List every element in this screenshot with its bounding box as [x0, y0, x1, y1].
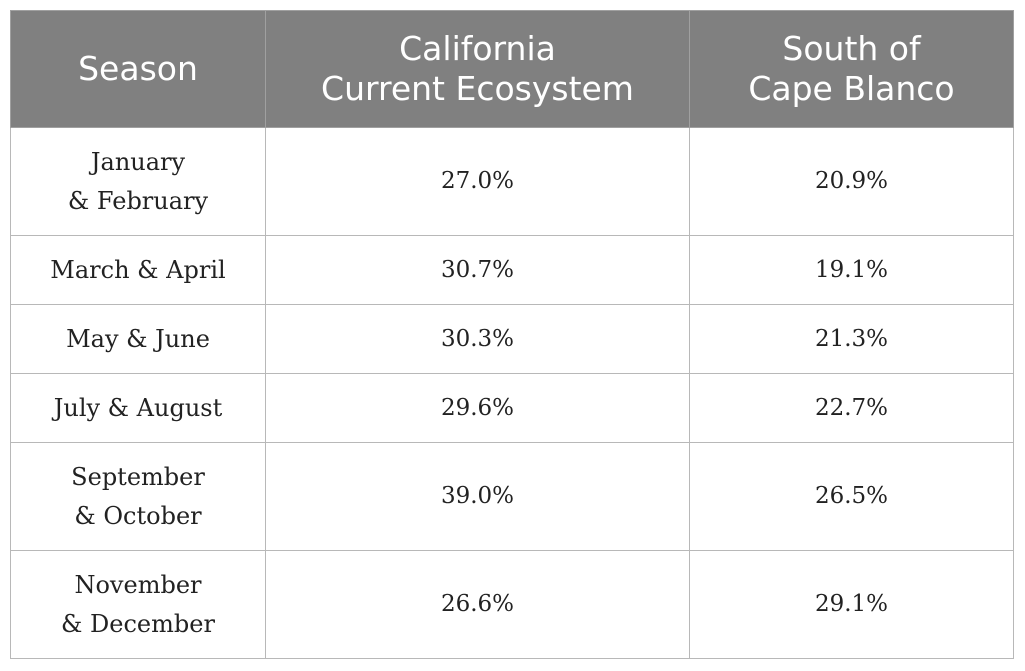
- table-row: November & December 26.6% 29.1%: [10, 550, 1014, 659]
- scb-value-cell: 20.9%: [689, 127, 1014, 236]
- season-cell: January & February: [10, 127, 266, 236]
- table-row: July & August 29.6% 22.7%: [10, 373, 1014, 443]
- season-cell: March & April: [10, 235, 266, 305]
- cce-value-cell: 26.6%: [265, 550, 690, 659]
- scb-value-cell: 29.1%: [689, 550, 1014, 659]
- table-row: May & June 30.3% 21.3%: [10, 304, 1014, 374]
- scb-value-cell: 26.5%: [689, 442, 1014, 551]
- header-row: Season California Current Ecosystem Sout…: [10, 10, 1014, 128]
- cce-value-cell: 29.6%: [265, 373, 690, 443]
- season-table: Season California Current Ecosystem Sout…: [10, 10, 1014, 659]
- season-cell: July & August: [10, 373, 266, 443]
- cce-value-cell: 30.3%: [265, 304, 690, 374]
- table-row: September & October 39.0% 26.5%: [10, 442, 1014, 551]
- header-california-current-ecosystem: California Current Ecosystem: [265, 10, 690, 128]
- season-cell: May & June: [10, 304, 266, 374]
- season-table-container: Season California Current Ecosystem Sout…: [10, 10, 1014, 659]
- cce-value-cell: 30.7%: [265, 235, 690, 305]
- header-season: Season: [10, 10, 266, 128]
- scb-value-cell: 22.7%: [689, 373, 1014, 443]
- season-cell: November & December: [10, 550, 266, 659]
- table-row: January & February 27.0% 20.9%: [10, 127, 1014, 236]
- table-row: March & April 30.7% 19.1%: [10, 235, 1014, 305]
- cce-value-cell: 39.0%: [265, 442, 690, 551]
- header-south-of-cape-blanco: South of Cape Blanco: [689, 10, 1014, 128]
- scb-value-cell: 21.3%: [689, 304, 1014, 374]
- season-cell: September & October: [10, 442, 266, 551]
- scb-value-cell: 19.1%: [689, 235, 1014, 305]
- cce-value-cell: 27.0%: [265, 127, 690, 236]
